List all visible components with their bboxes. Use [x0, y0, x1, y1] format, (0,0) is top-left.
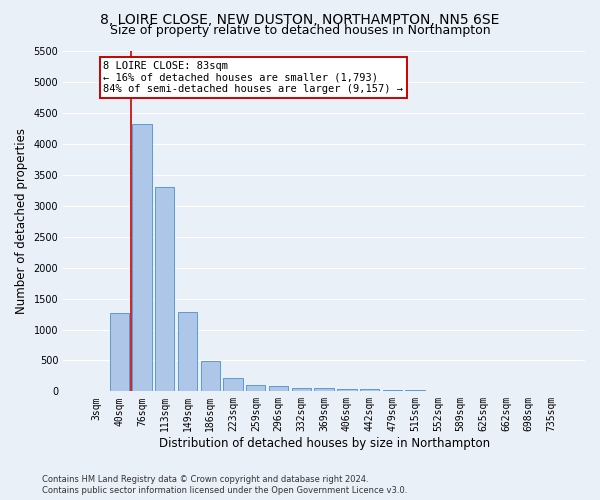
- Bar: [292, 388, 311, 392]
- Bar: [110, 313, 129, 392]
- Bar: [223, 378, 243, 392]
- Bar: [246, 385, 265, 392]
- Bar: [406, 390, 425, 392]
- Text: 8 LOIRE CLOSE: 83sqm
← 16% of detached houses are smaller (1,793)
84% of semi-de: 8 LOIRE CLOSE: 83sqm ← 16% of detached h…: [103, 61, 403, 94]
- Bar: [314, 388, 334, 392]
- X-axis label: Distribution of detached houses by size in Northampton: Distribution of detached houses by size …: [158, 437, 490, 450]
- Y-axis label: Number of detached properties: Number of detached properties: [15, 128, 28, 314]
- Text: Contains public sector information licensed under the Open Government Licence v3: Contains public sector information licen…: [42, 486, 407, 495]
- Bar: [383, 390, 402, 392]
- Text: Contains HM Land Registry data © Crown copyright and database right 2024.: Contains HM Land Registry data © Crown c…: [42, 475, 368, 484]
- Bar: [360, 390, 379, 392]
- Text: 8, LOIRE CLOSE, NEW DUSTON, NORTHAMPTON, NN5 6SE: 8, LOIRE CLOSE, NEW DUSTON, NORTHAMPTON,…: [100, 12, 500, 26]
- Bar: [337, 389, 356, 392]
- Bar: [178, 312, 197, 392]
- Bar: [200, 361, 220, 392]
- Bar: [428, 390, 448, 392]
- Bar: [133, 124, 152, 392]
- Text: Size of property relative to detached houses in Northampton: Size of property relative to detached ho…: [110, 24, 490, 37]
- Bar: [155, 188, 175, 392]
- Bar: [269, 386, 288, 392]
